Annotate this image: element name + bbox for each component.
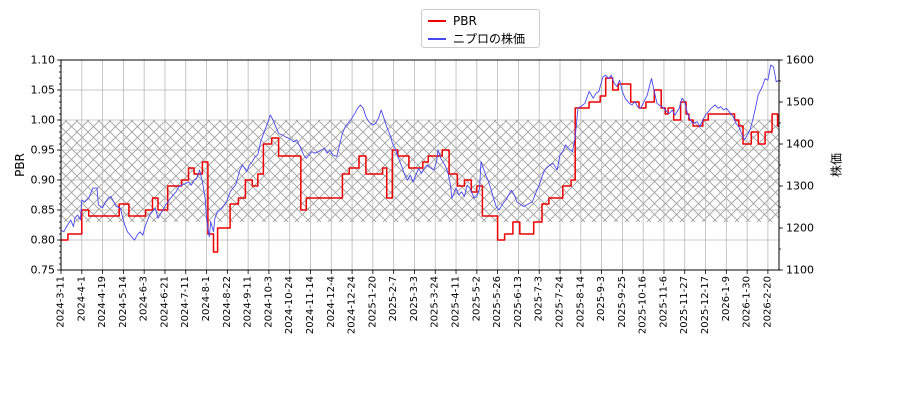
axis-tick-labels: 0.75 0.80 0.85 0.90 0.95 1.00 1.05 1.10 1100 1200… [31, 54, 815, 335]
left-tick-label: 1.05 [31, 84, 56, 97]
axis-ticks [57, 59, 783, 274]
right-tick-label: 1600 [786, 54, 814, 67]
pbr-series-line [61, 77, 779, 253]
left-tick-label: 0.95 [31, 144, 56, 157]
x-tick-label: 2024-3-11 [56, 276, 67, 328]
x-tick-label: 2025-7-24 [555, 276, 566, 328]
x-tick-label: 2024-12-24 [347, 276, 358, 334]
x-tick-label: 2025-1-20 [367, 276, 378, 328]
left-tick-label: 0.75 [31, 264, 56, 277]
x-tick-label: 2024-10-3 [263, 276, 274, 328]
right-axis-label: 株価 [829, 152, 844, 178]
x-tick-label: 2024-8-22 [222, 276, 233, 328]
legend-item-pbr: PBR [422, 12, 539, 30]
legend-swatch-pbr [428, 20, 446, 22]
left-axis-label: PBR [13, 153, 27, 177]
x-tick-label: 2024-11-14 [305, 276, 316, 334]
left-tick-label: 1.10 [31, 54, 56, 67]
legend-item-price: ニプロの株価 [422, 30, 539, 48]
x-tick-label: 2025-4-11 [451, 276, 462, 328]
x-tick-label: 2025-5-26 [492, 276, 503, 328]
x-tick-label: 2025-9-25 [617, 276, 628, 328]
legend-label-pbr: PBR [453, 14, 477, 28]
legend-label-price: ニプロの株価 [453, 32, 526, 46]
x-tick-label: 2024-4-19 [97, 276, 108, 328]
legend: PBR ニプロの株価 [421, 9, 540, 48]
right-tick-label: 1300 [786, 180, 814, 193]
x-tick-label: 2025-10-16 [638, 276, 649, 334]
legend-swatch-price [428, 38, 446, 40]
x-tick-label: 2026-1-9 [721, 276, 732, 321]
right-tick-label: 1100 [786, 264, 814, 277]
x-tick-label: 2025-5-2 [471, 276, 482, 321]
x-tick-label: 2024-8-1 [201, 276, 212, 321]
x-tick-label: 2025-7-3 [534, 276, 545, 321]
x-tick-label: 2024-9-11 [243, 276, 254, 328]
left-tick-label: 0.90 [31, 174, 56, 187]
x-tick-label: 2025-3-3 [409, 276, 420, 321]
left-tick-label: 0.85 [31, 204, 56, 217]
left-tick-label: 1.00 [31, 114, 56, 127]
right-tick-label: 1400 [786, 138, 814, 151]
x-tick-label: 2024-6-21 [160, 276, 171, 328]
x-tick-label: 2024-6-3 [139, 276, 150, 321]
x-tick-label: 2025-9-3 [596, 276, 607, 321]
x-tick-label: 2025-8-14 [575, 276, 586, 328]
x-tick-label: 2024-12-4 [326, 276, 337, 328]
x-tick-label: 2025-11-27 [679, 276, 690, 334]
x-tick-label: 2025-11-6 [659, 276, 670, 328]
x-tick-label: 2025-3-24 [430, 276, 441, 328]
left-tick-label: 0.80 [31, 234, 56, 247]
x-tick-label: 2024-4-1 [76, 276, 87, 321]
x-tick-label: 2026-2-20 [762, 276, 773, 328]
right-tick-label: 1200 [786, 222, 814, 235]
x-tick-label: 2026-1-30 [742, 276, 753, 328]
price-series-line [60, 64, 780, 241]
x-tick-label: 2024-10-24 [284, 276, 295, 334]
right-tick-label: 1500 [786, 96, 814, 109]
x-tick-label: 2024-7-11 [180, 276, 191, 328]
x-tick-label: 2025-6-13 [513, 276, 524, 328]
x-tick-label: 2025-2-7 [388, 276, 399, 321]
x-tick-label: 2025-12-17 [700, 276, 711, 334]
x-tick-label: 2024-5-14 [118, 276, 129, 328]
